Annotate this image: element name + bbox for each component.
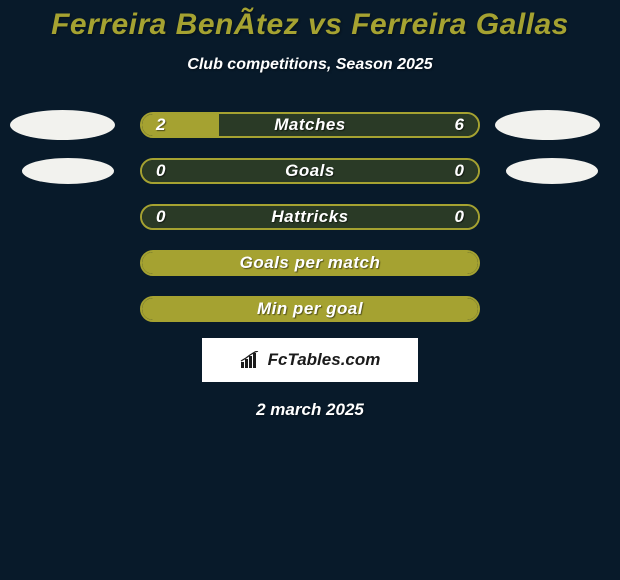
stat-row: 0 0 Goals bbox=[0, 158, 620, 184]
stat-bar: Min per goal bbox=[140, 296, 480, 322]
stat-label: Hattricks bbox=[271, 207, 348, 227]
stat-value-left: 2 bbox=[156, 115, 165, 135]
stat-value-right: 0 bbox=[455, 207, 464, 227]
stat-row: Goals per match bbox=[0, 250, 620, 276]
stat-row: Min per goal bbox=[0, 296, 620, 322]
stat-label: Goals bbox=[285, 161, 335, 181]
stat-label: Goals per match bbox=[240, 253, 381, 273]
stat-value-right: 0 bbox=[455, 161, 464, 181]
attribution-text: FcTables.com bbox=[268, 350, 381, 370]
stat-label: Matches bbox=[274, 115, 346, 135]
player-avatar-right bbox=[506, 158, 598, 184]
player-avatar-right bbox=[495, 110, 600, 140]
stat-bar: 0 0 Goals bbox=[140, 158, 480, 184]
bar-chart-icon bbox=[240, 351, 262, 369]
stat-row: 0 0 Hattricks bbox=[0, 204, 620, 230]
stats-container: 2 6 Matches 0 0 Goals 0 0 Hattricks Goals per mat… bbox=[0, 112, 620, 322]
page-title: Ferreira BenÃtez vs Ferreira Gallas bbox=[51, 8, 569, 42]
stat-value-right: 6 bbox=[455, 115, 464, 135]
page-subtitle: Club competitions, Season 2025 bbox=[187, 56, 432, 74]
player-avatar-left bbox=[22, 158, 114, 184]
attribution-badge: FcTables.com bbox=[202, 338, 418, 382]
stat-row: 2 6 Matches bbox=[0, 112, 620, 138]
player-avatar-left bbox=[10, 110, 115, 140]
stat-value-left: 0 bbox=[156, 161, 165, 181]
stat-value-left: 0 bbox=[156, 207, 165, 227]
stat-bar: 0 0 Hattricks bbox=[140, 204, 480, 230]
stat-bar: 2 6 Matches bbox=[140, 112, 480, 138]
stat-label: Min per goal bbox=[257, 299, 363, 319]
footer-date: 2 march 2025 bbox=[256, 400, 364, 420]
stat-bar: Goals per match bbox=[140, 250, 480, 276]
